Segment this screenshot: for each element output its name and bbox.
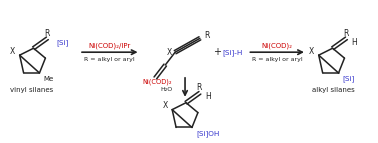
Text: X: X bbox=[167, 48, 172, 57]
Text: vinyl silanes: vinyl silanes bbox=[10, 87, 53, 93]
Text: [Si]: [Si] bbox=[342, 76, 355, 82]
Text: [Si]OH: [Si]OH bbox=[196, 130, 219, 137]
Text: alkyl silanes: alkyl silanes bbox=[312, 87, 355, 93]
Text: Ni(COD)₂: Ni(COD)₂ bbox=[143, 79, 172, 85]
Text: R: R bbox=[204, 31, 209, 40]
Text: R: R bbox=[343, 29, 348, 38]
Text: Ni(COD)₂/IPr: Ni(COD)₂/IPr bbox=[89, 43, 131, 49]
Text: +: + bbox=[213, 47, 221, 57]
Text: X: X bbox=[10, 47, 15, 56]
Text: Me: Me bbox=[43, 76, 54, 82]
Text: H: H bbox=[352, 38, 357, 47]
Text: H₂O: H₂O bbox=[160, 87, 172, 92]
Text: H: H bbox=[205, 92, 211, 101]
Text: R = alkyl or aryl: R = alkyl or aryl bbox=[84, 57, 135, 62]
Text: Ni(COD)₂: Ni(COD)₂ bbox=[262, 43, 293, 49]
Text: [Si]: [Si] bbox=[56, 39, 68, 46]
Text: X: X bbox=[163, 101, 168, 110]
Text: R: R bbox=[196, 83, 201, 92]
Text: R = alkyl or aryl: R = alkyl or aryl bbox=[252, 57, 302, 62]
Text: R: R bbox=[45, 29, 50, 38]
Text: [Si]-H: [Si]-H bbox=[223, 49, 243, 56]
Text: X: X bbox=[309, 47, 314, 56]
